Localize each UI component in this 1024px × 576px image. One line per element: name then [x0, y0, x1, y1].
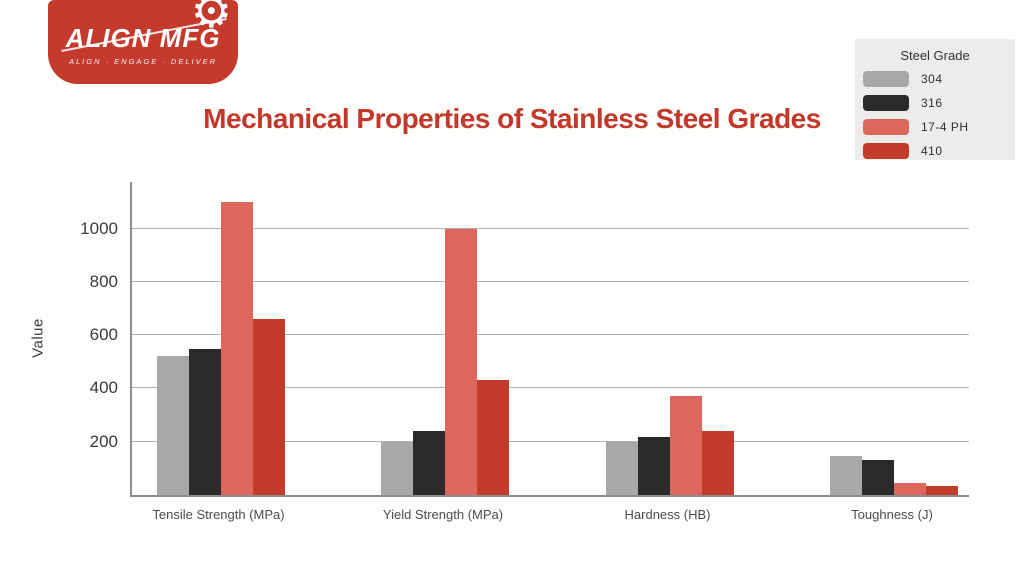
gridline-800 [132, 280, 969, 282]
chart-title: Mechanical Properties of Stainless Steel… [203, 103, 821, 134]
y-tick-200: 200 [89, 431, 118, 451]
bar-316-yield-strength-mpa [413, 431, 445, 495]
legend-item-410: 410 [863, 143, 1015, 159]
legend-title: Steel Grade [900, 48, 970, 63]
bar-304-hardness-hb [605, 441, 638, 495]
y-tick-400: 400 [89, 378, 118, 398]
legend-swatch-410 [863, 143, 909, 159]
gridline-200 [132, 440, 969, 442]
y-tick-600: 600 [89, 325, 118, 345]
legend-item-17-4-ph: 17-4 PH [863, 119, 1015, 135]
bar-316-hardness-hb [637, 437, 670, 495]
bar-316-toughness-j [862, 460, 894, 495]
bar-316-tensile-strength-mpa [188, 348, 221, 495]
plot-area [130, 182, 969, 497]
x-label-tensile-strength-mpa: Tensile Strength (MPa) [152, 507, 285, 522]
y-tick-800: 800 [89, 271, 118, 291]
bar-410-yield-strength-mpa [477, 380, 509, 495]
bar-17-4-ph-hardness-hb [669, 396, 702, 495]
x-label-hardness-hb: Hardness (HB) [624, 507, 711, 522]
legend-item-316: 316 [863, 95, 1015, 111]
bar-304-toughness-j [830, 456, 862, 495]
x-label-yield-strength-mpa: Yield Strength (MPa) [382, 507, 504, 522]
legend: Steel Grade 304 316 17-4 PH 410 [855, 39, 1015, 160]
logo-tagline: ALIGN · ENGAGE · DELIVER [68, 57, 218, 66]
gridline-400 [132, 387, 969, 389]
gridline-600 [132, 334, 969, 336]
bar-410-tensile-strength-mpa [252, 319, 285, 495]
legend-label-410: 410 [921, 144, 943, 158]
gridline-1000 [132, 227, 969, 229]
company-logo: ⚙ ALIGN MFG ALIGN · ENGAGE · DELIVER [48, 0, 238, 84]
legend-label-17-4-ph: 17-4 PH [921, 120, 969, 134]
x-label-toughness-j: Toughness (J) [851, 507, 933, 522]
legend-swatch-316 [863, 95, 909, 111]
bar-304-tensile-strength-mpa [156, 356, 189, 495]
legend-swatch-304 [863, 71, 909, 87]
y-tick-1000: 1000 [80, 218, 118, 238]
legend-swatch-17-4-ph [863, 119, 909, 135]
bar-17-4-ph-toughness-j [894, 483, 926, 495]
legend-item-304: 304 [863, 71, 1015, 87]
bar-17-4-ph-yield-strength-mpa [445, 228, 477, 495]
bar-304-yield-strength-mpa [381, 441, 413, 495]
bar-17-4-ph-tensile-strength-mpa [220, 201, 253, 495]
logo-brand-text: ALIGN MFG [65, 23, 221, 53]
legend-label-316: 316 [921, 96, 943, 110]
bar-410-toughness-j [926, 485, 958, 495]
bar-410-hardness-hb [701, 431, 734, 495]
legend-items: 304 316 17-4 PH 410 [855, 71, 1015, 159]
gear-icon: ⚙ [190, 0, 232, 38]
legend-label-304: 304 [921, 72, 943, 86]
